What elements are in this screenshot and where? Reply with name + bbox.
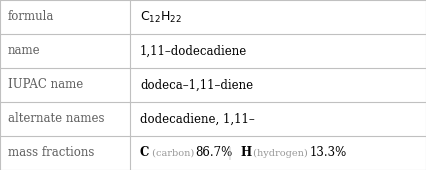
- Text: mass fractions: mass fractions: [8, 147, 95, 159]
- Text: 86.7%: 86.7%: [195, 147, 232, 159]
- Text: (carbon): (carbon): [149, 149, 194, 157]
- Text: name: name: [8, 45, 40, 57]
- Text: C: C: [140, 147, 149, 159]
- Text: dodecadiene, 1,11–: dodecadiene, 1,11–: [140, 113, 255, 125]
- Text: IUPAC name: IUPAC name: [8, 79, 83, 91]
- Text: $\mathrm{C_{12}H_{22}}$: $\mathrm{C_{12}H_{22}}$: [140, 10, 182, 24]
- Text: 13.3%: 13.3%: [310, 147, 347, 159]
- Text: 1,11–dodecadiene: 1,11–dodecadiene: [140, 45, 247, 57]
- Text: (hydrogen): (hydrogen): [250, 148, 308, 158]
- Text: |: |: [228, 147, 232, 159]
- Text: formula: formula: [8, 11, 55, 23]
- Text: alternate names: alternate names: [8, 113, 104, 125]
- Text: dodeca–1,11–diene: dodeca–1,11–diene: [140, 79, 253, 91]
- Text: H: H: [241, 147, 252, 159]
